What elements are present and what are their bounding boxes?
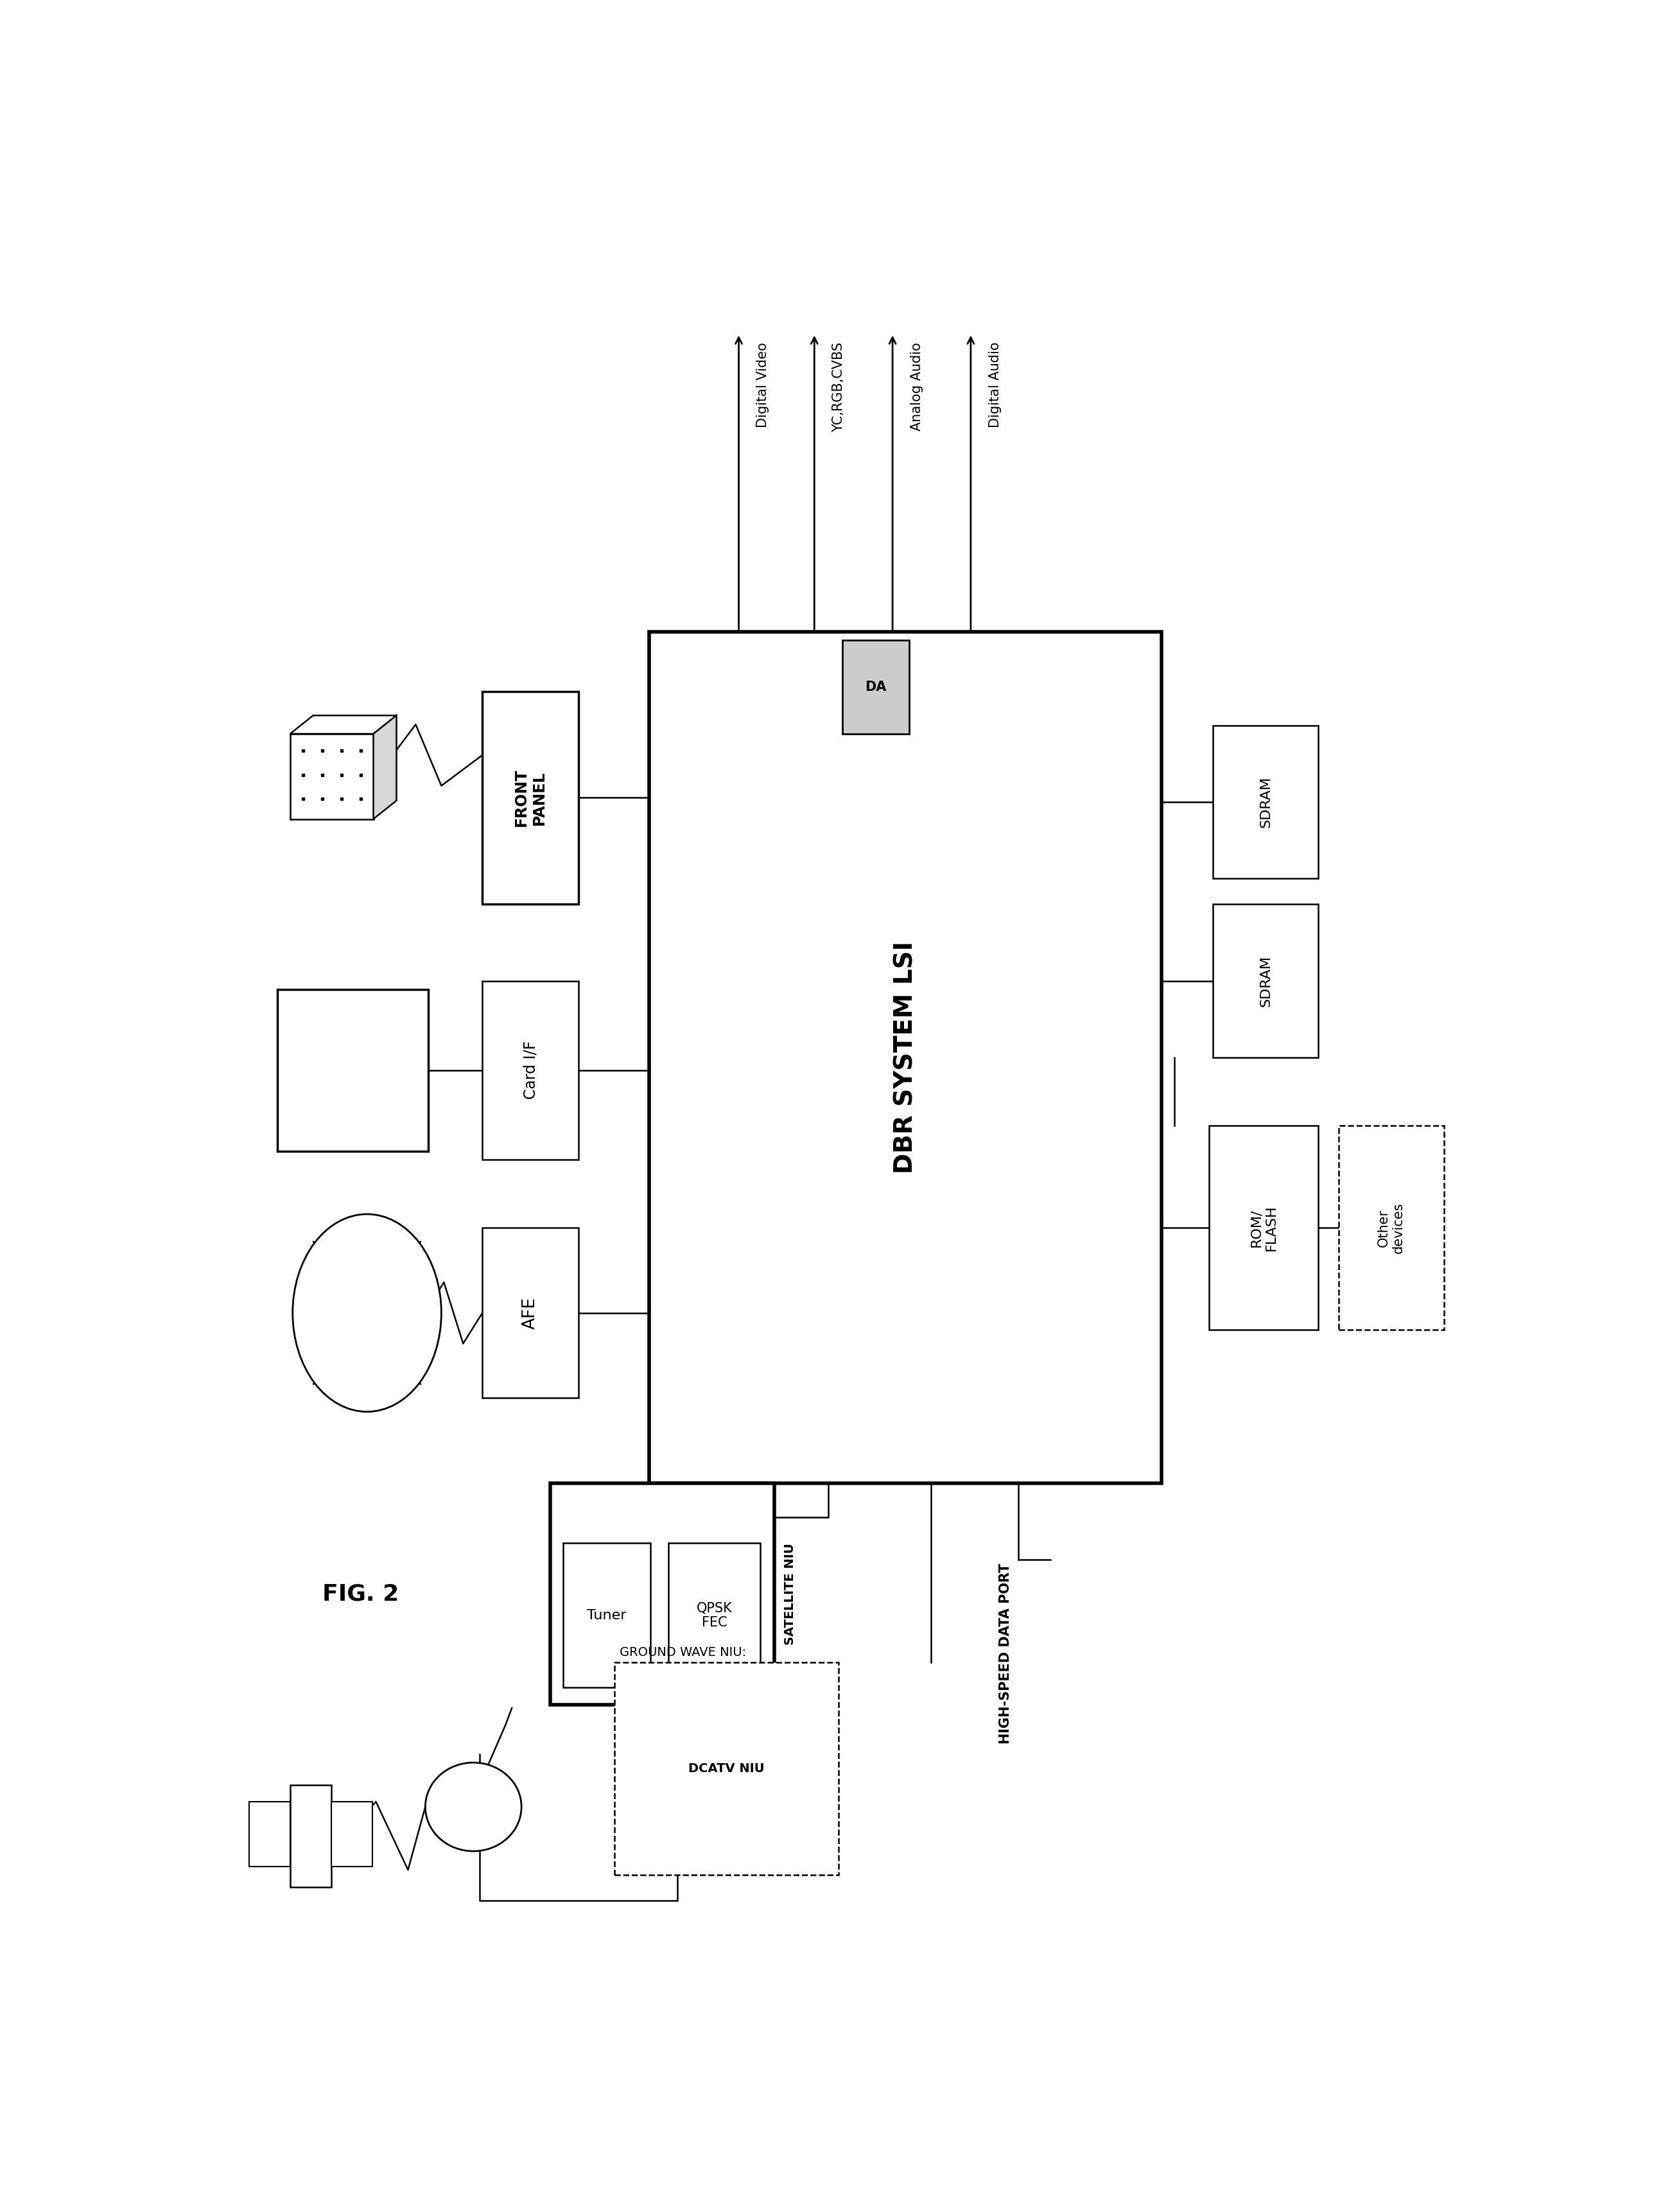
Text: SDRAM: SDRAM (1259, 956, 1272, 1006)
FancyBboxPatch shape (250, 1803, 289, 1867)
Text: Analog Audio: Analog Audio (910, 343, 923, 431)
Text: Digital Video: Digital Video (756, 343, 769, 427)
FancyBboxPatch shape (483, 690, 579, 905)
Text: SDRAM: SDRAM (1259, 776, 1272, 827)
Text: Card I/F: Card I/F (523, 1042, 538, 1099)
Text: ROM/
FLASH: ROM/ FLASH (1250, 1206, 1277, 1250)
FancyBboxPatch shape (1212, 905, 1318, 1057)
Ellipse shape (425, 1763, 521, 1851)
FancyBboxPatch shape (551, 1484, 774, 1705)
Text: Other
devices: Other devices (1378, 1201, 1404, 1254)
Text: YC,RGB,CVBS: YC,RGB,CVBS (832, 343, 845, 431)
FancyBboxPatch shape (842, 639, 910, 734)
Polygon shape (289, 734, 374, 818)
Text: DBR SYSTEM LSI: DBR SYSTEM LSI (893, 940, 918, 1175)
Text: AFE: AFE (523, 1296, 539, 1329)
FancyBboxPatch shape (278, 989, 428, 1150)
FancyBboxPatch shape (614, 1661, 839, 1876)
FancyBboxPatch shape (483, 1228, 579, 1398)
FancyBboxPatch shape (1209, 1126, 1318, 1329)
FancyBboxPatch shape (483, 980, 579, 1159)
Text: FRONT
PANEL: FRONT PANEL (514, 770, 547, 827)
Text: GROUND WAVE NIU:: GROUND WAVE NIU: (620, 1646, 746, 1659)
FancyBboxPatch shape (668, 1544, 761, 1688)
Text: SATELLITE NIU: SATELLITE NIU (784, 1544, 796, 1646)
Text: DA: DA (865, 681, 887, 692)
Polygon shape (289, 714, 397, 734)
FancyBboxPatch shape (1338, 1126, 1444, 1329)
Text: HIGH-SPEED DATA PORT: HIGH-SPEED DATA PORT (999, 1564, 1012, 1743)
FancyBboxPatch shape (648, 633, 1161, 1484)
Text: Tuner: Tuner (587, 1608, 627, 1621)
Polygon shape (374, 714, 397, 818)
Text: QPSK
FEC: QPSK FEC (696, 1601, 733, 1628)
FancyBboxPatch shape (289, 1785, 331, 1887)
FancyBboxPatch shape (331, 1803, 372, 1867)
Circle shape (293, 1214, 442, 1411)
Text: DCATV NIU: DCATV NIU (688, 1763, 764, 1774)
FancyBboxPatch shape (562, 1544, 650, 1688)
FancyBboxPatch shape (1212, 726, 1318, 878)
Text: FIG. 2: FIG. 2 (323, 1584, 399, 1606)
Text: Digital Audio: Digital Audio (989, 343, 1002, 427)
